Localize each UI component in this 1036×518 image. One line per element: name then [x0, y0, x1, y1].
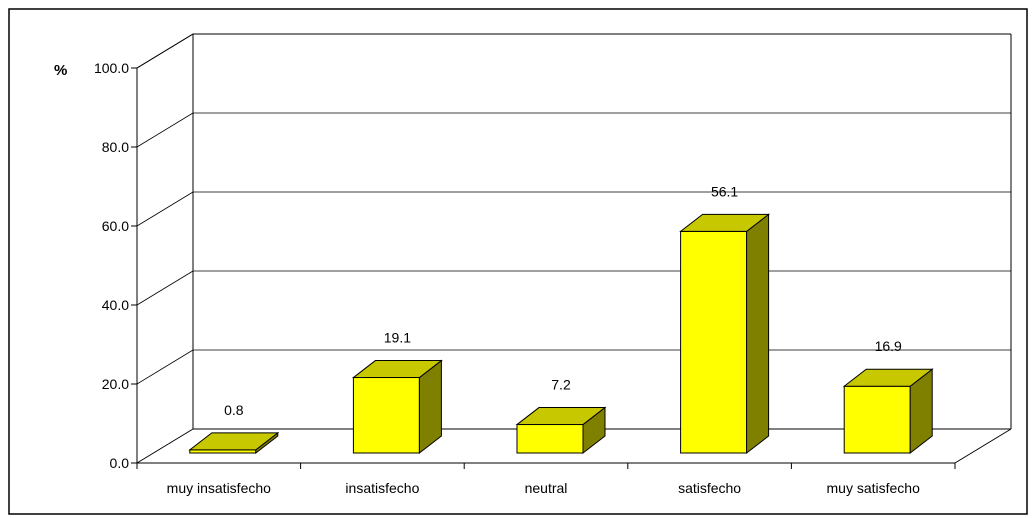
y-tick-label: 20.0: [102, 376, 129, 392]
y-tick-label: 60.0: [102, 218, 129, 234]
bar-top: [515, 407, 607, 426]
bar-top: [842, 368, 934, 387]
bar: [842, 368, 934, 455]
gridline-side: [136, 349, 194, 385]
bar-top: [351, 360, 443, 379]
y-tick-label: 40.0: [102, 297, 129, 313]
bar-top: [188, 432, 280, 451]
data-label: 19.1: [384, 330, 411, 346]
y-axis-unit-label: %: [54, 62, 67, 79]
axes: [136, 68, 956, 469]
bar: [351, 359, 443, 455]
gridline-side: [136, 191, 194, 227]
data-label: 56.1: [711, 183, 738, 199]
category-label: satisfecho: [678, 480, 741, 496]
y-tick-label: 0.0: [110, 455, 130, 471]
bar-front: [680, 230, 748, 454]
y-axis-ticks: 0.0 20.0 40.0 60.0 80.0 100.0: [94, 60, 137, 471]
bar: [679, 213, 771, 455]
data-labels: 0.8 19.1 7.2 56.1 16.9: [224, 183, 902, 417]
floor-left-edge: [136, 428, 194, 464]
bars: [188, 213, 934, 455]
category-labels: muy insatisfecho insatisfecho neutral satis…: [167, 480, 920, 496]
floor-right-edge: [954, 428, 1012, 464]
bar-top: [679, 213, 771, 232]
category-label: insatisfecho: [345, 480, 419, 496]
gridlines: [136, 33, 1011, 385]
bar: [515, 406, 607, 455]
bar-side: [746, 213, 770, 455]
category-label: neutral: [525, 480, 568, 496]
bar-front: [516, 424, 584, 454]
bar: [188, 431, 280, 455]
bar-front: [352, 377, 420, 454]
category-label: muy insatisfecho: [167, 480, 271, 496]
category-label: muy satisfecho: [827, 480, 921, 496]
gridline-side: [136, 33, 194, 69]
data-label: 16.9: [875, 338, 902, 354]
gridline-side: [136, 270, 194, 306]
y-tick-label: 80.0: [102, 139, 129, 155]
bar-front: [843, 385, 911, 454]
y-tick-label: 100.0: [94, 60, 129, 76]
data-label: 0.8: [224, 402, 244, 418]
gridline-side: [136, 112, 194, 148]
data-label: 7.2: [551, 377, 571, 393]
